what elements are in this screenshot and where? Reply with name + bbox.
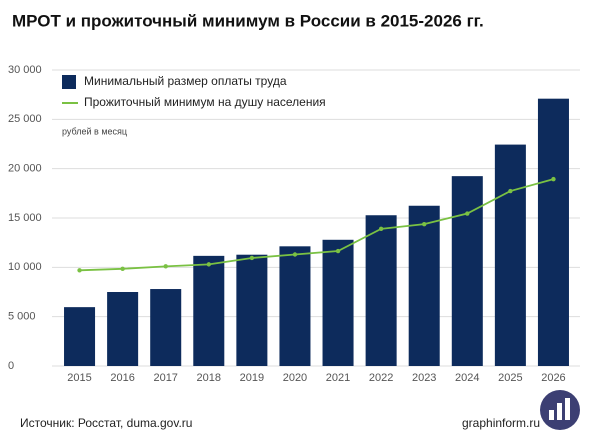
bar [408,205,440,366]
legend-label: Прожиточный минимум на душу населения [84,95,326,109]
line-point [335,248,341,254]
bar [193,255,225,366]
x-tick-label: 2023 [412,372,436,384]
y-tick-label: 5 000 [8,311,36,323]
y-tick-label: 25 000 [8,113,42,125]
bar [494,144,526,366]
x-tick-label: 2026 [541,372,565,384]
bar [64,307,96,366]
x-tick-label: 2016 [110,372,134,384]
y-tick-label: 0 [8,360,14,372]
y-tick-label: 15 000 [8,212,42,224]
bar [365,215,397,366]
line-point [77,268,82,273]
bar [150,289,182,366]
line-point [422,221,427,227]
x-tick-label: 2018 [197,372,221,384]
x-tick-label: 2017 [153,372,177,384]
y-axis-label: рублей в месяц [62,126,127,136]
source: Источник: Росстат, duma.gov.ru [20,416,192,430]
line-point [508,188,513,194]
logo [540,390,580,430]
x-tick-label: 2015 [67,372,91,384]
line-point [249,255,255,261]
line-point [378,226,384,232]
bar [322,239,354,366]
line-point [465,211,470,216]
line-point [163,264,168,269]
line-point [292,252,298,257]
site: graphinform.ru [462,416,540,430]
legend-swatch [62,75,76,89]
bar [451,176,483,366]
y-tick-label: 30 000 [8,64,42,76]
bar [537,98,569,366]
line [79,178,554,272]
line-point [551,176,556,182]
x-tick-label: 2021 [326,372,350,384]
grid [52,69,580,367]
x-tick-label: 2020 [283,372,307,384]
x-tick-label: 2022 [369,372,393,384]
chart-title: МРОТ и прожиточный минимум в России в 20… [12,11,484,30]
bar [236,254,268,366]
y-tick-label: 10 000 [8,261,42,273]
legend-label: Минимальный размер оплаты труда [84,74,287,88]
bar [107,292,139,366]
x-tick-label: 2019 [240,372,264,384]
y-tick-label: 20 000 [8,163,42,175]
x-tick-label: 2025 [498,372,522,384]
bar [279,246,311,366]
line-point [206,262,211,267]
x-tick-label: 2024 [455,372,479,384]
line-point [120,266,125,272]
